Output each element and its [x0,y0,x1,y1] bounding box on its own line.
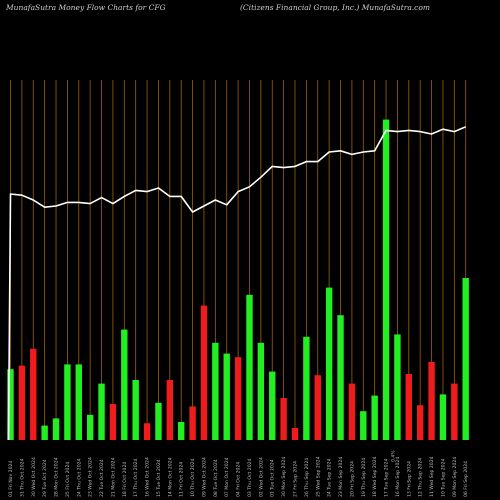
bar-up [212,342,219,440]
bar-down [234,357,242,440]
x-tick-label: 10 Tue Sep 2024 [440,459,446,497]
x-tick-label: 25 Wed Sep 2024 [315,456,321,497]
x-tick-label: 18 Wed Sep 2024 [372,456,378,497]
x-tick-label: 16 Wed Oct 2024 [145,457,151,497]
bar-up [178,422,185,440]
x-tick-label: 17 Tue Sep 2024 [384,459,390,497]
x-tick-label: 14 Mon Oct 2024 [167,457,173,497]
bar-up [155,402,162,440]
x-tick-label: 24 Tue Sep 2024 [327,459,333,497]
bar-down [200,305,208,440]
bar-up [41,425,48,440]
bar-up [75,364,82,440]
x-tick-label: 11 Fri Oct 2024 [179,462,185,497]
bar-down [30,348,37,440]
x-tick-label: 15 Tue Oct 2024 [156,459,162,497]
money-flow-bars [7,119,469,440]
bar-up [371,395,378,440]
x-tick-label: 04 Fri Oct 2024 [236,462,242,497]
extra-label: 0.4% [390,450,396,462]
x-tick-label: 18 Fri Oct 2024 [122,462,128,497]
x-tick-label: 22 Tue Oct 2024 [99,459,105,497]
x-tick-label: 11 Wed Sep 2024 [429,456,435,497]
x-tick-label: 16 Mon Sep 2024 [395,457,401,497]
x-tick-label: 17 Thu Oct 2024 [133,458,139,497]
price-line-path [7,126,467,441]
bar-down [348,383,356,440]
bar-up [439,394,447,440]
chart-subtitle: (Citizens Financial Group, Inc.) MunafaS… [240,3,431,12]
x-tick-label: 26 Thu Sep 2024 [304,458,310,497]
bar-up [223,353,230,440]
price-line [7,126,467,441]
x-axis-labels: 01 Fri Nov 2024 31 Thu Oct 2024 30 Wed Oct… [8,450,469,497]
x-tick-label: 23 Mon Sep 2024 [338,457,344,497]
bar-up [98,383,105,440]
bar-down [143,423,151,440]
bar-down [189,406,196,440]
x-tick-label: 13 Fri Sep 2024 [406,461,412,497]
x-tick-label: 12 Thu Sep 2024 [418,458,424,497]
bar-down [405,374,412,440]
bar-up [64,364,71,440]
x-tick-label: 28 Mon Oct 2024 [54,457,60,497]
x-tick-label: 02 Wed Oct 2024 [258,457,264,497]
x-tick-label: 06 Fri Sep 2024 [463,461,469,497]
bar-down [451,383,458,440]
chart-title: MunafaSutra Money Flow Charts for CFG [6,3,166,12]
bar-down [280,398,287,440]
bar-up [360,411,367,440]
bar-down [291,428,299,440]
bar-up [246,294,253,440]
bar-down [314,375,321,440]
x-tick-label: 08 Tue Oct 2024 [213,459,219,497]
bar-up [394,334,401,440]
bar-up [462,278,469,440]
x-tick-label: 21 Mon Oct 2024 [110,457,116,497]
bar-down [416,405,424,440]
bar-up [269,371,276,440]
x-tick-label: 29 Tue Oct 2024 [42,459,48,497]
bar-up [325,287,333,440]
bar-up [52,418,60,440]
x-tick-label: 20 Fri Sep 2024 [349,461,355,497]
bar-up [382,119,390,440]
bar-up [86,414,94,440]
bar-up [121,329,128,440]
x-tick-label: 09 Wed Oct 2024 [201,457,207,497]
x-tick-label: 25 Fri Oct 2024 [65,462,71,497]
bar-down [18,365,26,440]
x-tick-label: 30 Wed Oct 2024 [31,457,37,497]
x-tick-label: 27 Fri Sep 2024 [293,461,299,497]
bar-up [257,342,265,440]
x-tick-label: 19 Thu Sep 2024 [361,458,367,497]
x-tick-label: 30 Mon Sep 2024 [281,457,287,497]
bar-down [109,404,117,440]
x-tick-label: 24 Thu Oct 2024 [76,458,82,497]
x-tick-label: 01 Fri Nov 2024 [8,461,14,497]
bar-up [132,380,139,440]
x-tick-label: 09 Mon Sep 2024 [452,457,458,497]
bar-up [303,336,310,440]
x-tick-label: 10 Thu Oct 2024 [190,458,196,497]
bar-up [7,369,14,440]
x-tick-label: 31 Thu Oct 2024 [19,458,25,497]
x-tick-label: 01 Tue Oct 2024 [270,459,276,497]
x-tick-label: 07 Mon Oct 2024 [224,457,230,497]
x-tick-label: 03 Thu Oct 2024 [247,458,253,497]
bar-up [337,315,344,440]
x-tick-label: 23 Wed Oct 2024 [88,457,94,497]
bar-down [166,380,174,440]
bar-down [428,362,435,440]
